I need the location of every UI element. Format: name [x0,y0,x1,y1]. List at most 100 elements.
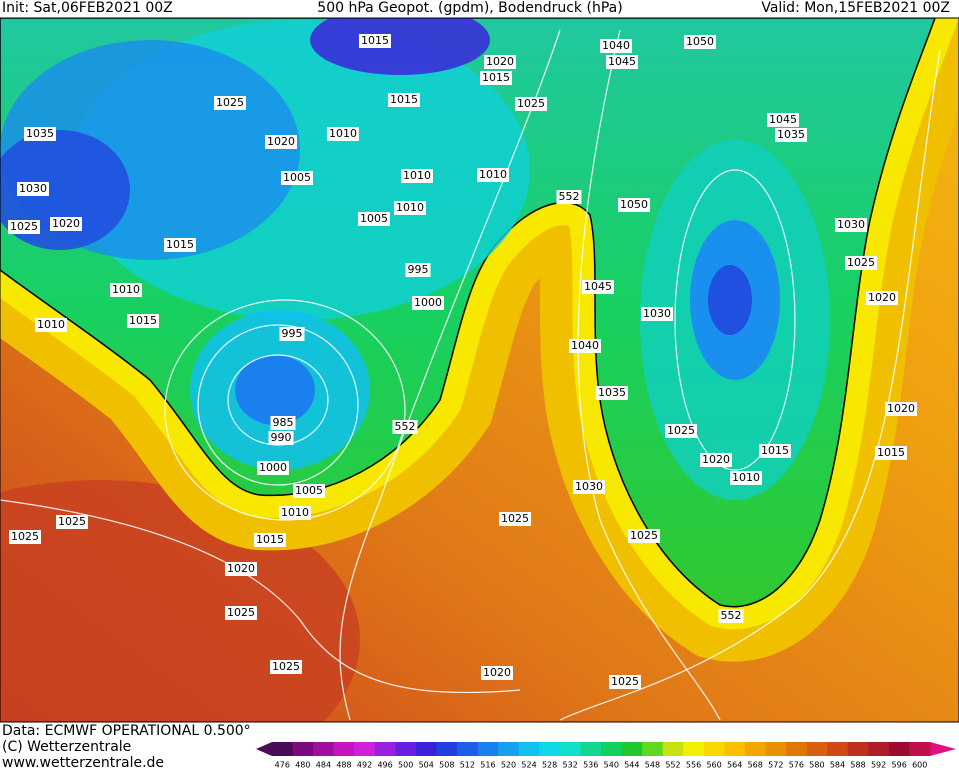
label-box [293,484,325,498]
colorbar-label: 532 [563,761,578,770]
colorbar-swatch [909,742,931,756]
colorbar-label: 480 [295,761,310,770]
colorbar-label: 548 [645,761,660,770]
label-box [775,128,807,142]
label-box [394,201,426,215]
colorbar-swatch [313,742,335,756]
isobar-label: 1020 [52,217,80,230]
label-box [759,444,791,458]
colorbar-label: 476 [275,761,290,770]
isobar-label: 1030 [837,218,865,231]
isobar-label: 1010 [329,127,357,140]
colorbar-swatch [539,742,561,756]
isobar-label: 1015 [361,34,389,47]
colorbar-swatch [683,742,705,756]
isobar-label: 1010 [281,506,309,519]
colorbar-swatch [333,742,355,756]
isobar-label: 1025 [630,529,658,542]
label-box [359,34,391,48]
colorbar-swatch [272,742,294,756]
isobar-label: 1015 [761,444,789,457]
label-box [281,171,313,185]
colorbar-label: 528 [542,761,557,770]
label-box [481,666,513,680]
label-box [56,515,88,529]
label-box [225,606,257,620]
valid-time: Valid: Mon,15FEB2021 00Z [761,0,950,16]
isobar-label: 1050 [620,198,648,211]
isobar-labels: 1015 1020 1015 1040 1050 1045 1025 1015 1025 1035… [8,34,917,689]
colorbar-label: 504 [419,761,434,770]
isobar-label: 1020 [227,562,255,575]
label-box [35,318,67,332]
colorbar-swatch [724,742,746,756]
label-box [110,283,142,297]
label-box [885,402,917,416]
colorbar-swatch [395,742,417,756]
colorbar-swatch [662,742,684,756]
label-box [484,55,516,69]
isobar-label: 1010 [396,201,424,214]
isobar-label: 1025 [611,675,639,688]
colorbar-swatch [868,742,890,756]
label-box [845,256,877,270]
isobar-label: 1020 [887,402,915,415]
colorbar-label: 536 [583,761,598,770]
colorbar-label: 540 [604,761,619,770]
label-box [556,190,582,204]
isobar-label: 1035 [598,386,626,399]
colorbar-label: 508 [439,761,454,770]
colorbar-swatch [436,742,458,756]
isobar-label: 1015 [482,71,510,84]
colorbar-swatch [457,742,479,756]
isobar-label: 1010 [732,471,760,484]
colorbar-swatch [477,742,499,756]
label-box [401,169,433,183]
label-box [50,217,82,231]
colorbar-swatch [827,742,849,756]
isobar-label: 1015 [877,446,905,459]
label-box [279,327,305,341]
label-box [164,238,196,252]
label-box [573,480,605,494]
colorbar-label: 564 [727,761,742,770]
colorbar-label: 524 [521,761,536,770]
isobar-label: 1030 [575,480,603,493]
label-box [388,93,420,107]
isobar-label: 1005 [360,212,388,225]
isobar-label: 1025 [227,606,255,619]
label-box [665,424,697,438]
label-box [477,168,509,182]
label-box [718,609,744,623]
colorbar: 476 480 484 488 492 496 500 504 508 512 516 520 524 5… [256,742,956,770]
isobar-label: 1015 [129,314,157,327]
map-area [0,18,959,722]
colorbar-label: 580 [809,761,824,770]
isobar-label: 1010 [403,169,431,182]
colorbar-label: 484 [316,761,331,770]
isobar-label: 1025 [501,512,529,525]
isobar-label: 1015 [256,533,284,546]
label-box [569,339,601,353]
copyright: (C) Wetterzentrale [2,739,131,755]
colorbar-label: 512 [460,761,475,770]
isobar-label: 1010 [479,168,507,181]
label-box [641,307,673,321]
label-box [268,431,294,445]
isobar-label: 1035 [26,127,54,140]
isobar-label: 995 [282,327,303,340]
colorbar-label: 600 [912,761,927,770]
colorbar-swatch [888,742,910,756]
label-box [279,506,311,520]
label-box [265,135,297,149]
label-box [270,660,302,674]
colorbar-label: 584 [830,761,845,770]
isobar-label: 1020 [702,453,730,466]
isobar-label: 1020 [486,55,514,68]
isobar-label: 1015 [166,238,194,251]
label-box [600,39,632,53]
colorbar-label: 496 [377,761,392,770]
label-box [225,562,257,576]
isobar-label: 1025 [517,97,545,110]
init-time: Init: Sat,06FEB2021 00Z [2,0,173,16]
